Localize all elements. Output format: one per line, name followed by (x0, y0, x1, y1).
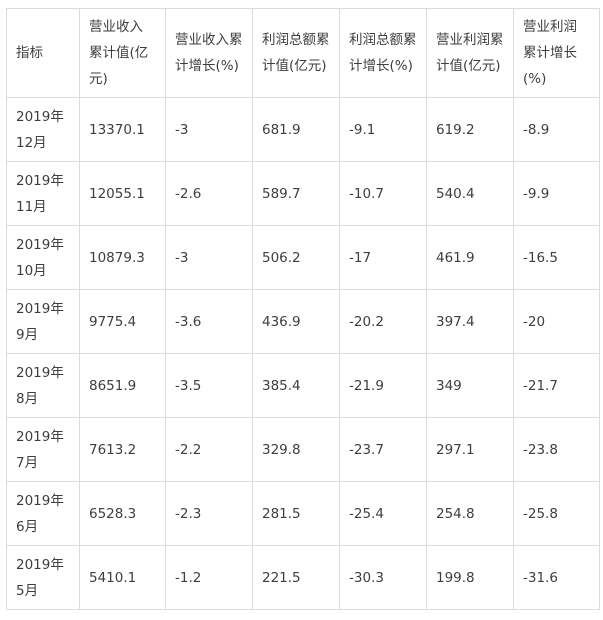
header-cell: 营业利润累计值(亿元) (426, 8, 514, 98)
value-cell: 7613.2 (79, 417, 166, 482)
value-cell: -3.6 (165, 289, 253, 354)
value-cell: 221.5 (252, 545, 340, 610)
value-cell: 297.1 (426, 417, 514, 482)
value-cell: 281.5 (252, 481, 340, 546)
table-row: 2019年10月 10879.3 -3 506.2 -17 461.9 -16.5 (6, 225, 600, 290)
header-cell: 利润总额累计值(亿元) (252, 8, 340, 98)
value-cell: 681.9 (252, 97, 340, 162)
table-row: 2019年11月 12055.1 -2.6 589.7 -10.7 540.4 -9.9 (6, 161, 600, 226)
table-row: 2019年8月 8651.9 -3.5 385.4 -21.9 349 -21.7 (6, 353, 600, 418)
value-cell: -21.9 (339, 353, 427, 418)
value-cell: 9775.4 (79, 289, 166, 354)
value-cell: 199.8 (426, 545, 514, 610)
period-cell: 2019年11月 (6, 161, 80, 226)
value-cell: -2.3 (165, 481, 253, 546)
value-cell: 349 (426, 353, 514, 418)
header-cell: 营业利润累计增长(%) (513, 8, 600, 98)
period-cell: 2019年8月 (6, 353, 80, 418)
value-cell: -2.2 (165, 417, 253, 482)
value-cell: -20 (513, 289, 600, 354)
value-cell: -3 (165, 225, 253, 290)
value-cell: -2.6 (165, 161, 253, 226)
period-cell: 2019年9月 (6, 289, 80, 354)
value-cell: -3.5 (165, 353, 253, 418)
period-cell: 2019年6月 (6, 481, 80, 546)
table-header-row: 指标 营业收入累计值(亿元) 营业收入累计增长(%) 利润总额累计值(亿元) 利… (6, 8, 600, 98)
value-cell: -9.9 (513, 161, 600, 226)
value-cell: 506.2 (252, 225, 340, 290)
value-cell: 461.9 (426, 225, 514, 290)
value-cell: -23.8 (513, 417, 600, 482)
value-cell: -25.8 (513, 481, 600, 546)
value-cell: 13370.1 (79, 97, 166, 162)
table-row: 2019年12月 13370.1 -3 681.9 -9.1 619.2 -8.9 (6, 97, 600, 162)
value-cell: -16.5 (513, 225, 600, 290)
value-cell: -8.9 (513, 97, 600, 162)
value-cell: -31.6 (513, 545, 600, 610)
period-cell: 2019年5月 (6, 545, 80, 610)
header-cell: 指标 (6, 8, 80, 98)
table-row: 2019年5月 5410.1 -1.2 221.5 -30.3 199.8 -31.6 (6, 545, 600, 610)
value-cell: 385.4 (252, 353, 340, 418)
value-cell: 8651.9 (79, 353, 166, 418)
period-cell: 2019年7月 (6, 417, 80, 482)
value-cell: 329.8 (252, 417, 340, 482)
value-cell: 254.8 (426, 481, 514, 546)
value-cell: 5410.1 (79, 545, 166, 610)
value-cell: 6528.3 (79, 481, 166, 546)
value-cell: 10879.3 (79, 225, 166, 290)
value-cell: 589.7 (252, 161, 340, 226)
header-cell: 营业收入累计增长(%) (165, 8, 253, 98)
period-cell: 2019年10月 (6, 225, 80, 290)
value-cell: -20.2 (339, 289, 427, 354)
header-cell: 利润总额累计增长(%) (339, 8, 427, 98)
value-cell: -3 (165, 97, 253, 162)
value-cell: 397.4 (426, 289, 514, 354)
value-cell: -10.7 (339, 161, 427, 226)
value-cell: 12055.1 (79, 161, 166, 226)
table-row: 2019年6月 6528.3 -2.3 281.5 -25.4 254.8 -25.8 (6, 481, 600, 546)
value-cell: -25.4 (339, 481, 427, 546)
value-cell: -30.3 (339, 545, 427, 610)
value-cell: 619.2 (426, 97, 514, 162)
data-table: 指标 营业收入累计值(亿元) 营业收入累计增长(%) 利润总额累计值(亿元) 利… (6, 8, 600, 610)
value-cell: -1.2 (165, 545, 253, 610)
value-cell: -9.1 (339, 97, 427, 162)
value-cell: 436.9 (252, 289, 340, 354)
value-cell: -21.7 (513, 353, 600, 418)
value-cell: 540.4 (426, 161, 514, 226)
period-cell: 2019年12月 (6, 97, 80, 162)
table-row: 2019年7月 7613.2 -2.2 329.8 -23.7 297.1 -23.8 (6, 417, 600, 482)
header-cell: 营业收入累计值(亿元) (79, 8, 166, 98)
value-cell: -23.7 (339, 417, 427, 482)
value-cell: -17 (339, 225, 427, 290)
table-row: 2019年9月 9775.4 -3.6 436.9 -20.2 397.4 -20 (6, 289, 600, 354)
